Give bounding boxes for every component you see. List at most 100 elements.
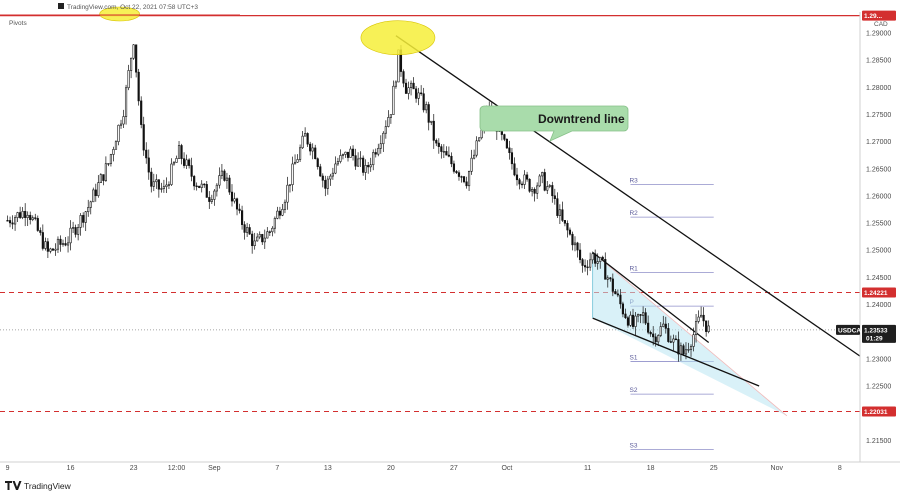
x-tick-label: 13	[324, 465, 332, 472]
candle-bull	[311, 147, 314, 152]
candle-bear	[268, 231, 271, 233]
high-highlight-ellipse-2	[360, 20, 436, 56]
candle-bear	[74, 227, 77, 235]
current-price-tag	[862, 324, 896, 343]
candle-bull	[167, 184, 171, 186]
candle-bear	[594, 253, 597, 264]
candle-bull	[299, 147, 302, 160]
candle-bull	[596, 261, 599, 264]
pivot-label-s1: S1	[629, 355, 637, 362]
candle-bear	[440, 146, 443, 152]
candle-bull	[541, 172, 544, 177]
candle-bear	[319, 166, 322, 177]
candle-bull	[288, 184, 292, 186]
x-axis[interactable]: 9 16 23 12:00 Sep 7 13 20 27 Oct 11 18 25 Nov 8	[6, 465, 842, 472]
x-tick-label: Sep	[208, 465, 221, 472]
candle-bear	[145, 149, 148, 159]
candle-bull	[430, 120, 433, 123]
candle-bull	[170, 163, 173, 185]
candle-bull	[293, 161, 297, 165]
candle-bear	[135, 44, 138, 73]
candle-bear	[619, 294, 622, 305]
candle-bear	[465, 181, 468, 187]
candle-bear	[195, 185, 198, 188]
candle-bull	[326, 178, 329, 189]
x-tick-label: 20	[387, 465, 395, 472]
candle-bull	[425, 104, 428, 111]
candle-bear	[437, 142, 440, 147]
candle-bull	[152, 181, 155, 187]
candle-bear	[346, 151, 350, 158]
candle-bear	[447, 154, 450, 157]
candle-bear	[460, 176, 463, 178]
candle-bull	[379, 143, 382, 149]
candle-bear	[11, 222, 14, 225]
candle-bull	[642, 312, 645, 316]
candle-bull	[220, 170, 223, 176]
candle-bull	[377, 147, 380, 155]
candle-bull	[369, 164, 372, 168]
candle-bear	[669, 341, 672, 343]
y-tick-label: 1.26500	[866, 166, 891, 173]
candle-bull	[130, 57, 133, 71]
candle-bull	[233, 198, 236, 202]
candle-bear	[445, 151, 448, 156]
candle-bull	[357, 158, 360, 167]
candle-bull	[215, 184, 218, 192]
candle-bear	[240, 210, 244, 225]
candle-bull	[662, 323, 665, 327]
candle-bear	[351, 148, 355, 156]
pivot-label-s3: S3	[629, 443, 637, 450]
candle-bear	[616, 293, 619, 296]
candle-bull	[256, 236, 259, 242]
candle-bear	[150, 171, 153, 187]
candle-bear	[140, 100, 143, 125]
candle-bear	[644, 312, 647, 324]
y-tick-label: 1.28500	[866, 58, 891, 65]
candle-bear	[41, 232, 44, 249]
candle-bear	[508, 147, 511, 153]
candle-bull	[546, 186, 549, 191]
candle-bear	[208, 197, 211, 202]
level-price-tag-text: 1.29...	[864, 13, 882, 20]
footer-logo[interactable]: TradingView	[5, 481, 72, 491]
candle-bull	[341, 154, 345, 156]
candle-bear	[561, 209, 564, 221]
candle-bull	[389, 114, 392, 118]
footer-logo-text: TradingView	[24, 481, 72, 491]
candle-bull	[364, 165, 367, 173]
candle-bear	[420, 92, 423, 95]
trend-layer	[395, 35, 861, 357]
candle-bear	[525, 174, 529, 180]
high-highlight-ellipse-1	[99, 6, 140, 22]
candle-bear	[586, 266, 589, 269]
level-layer	[0, 15, 860, 412]
candle-bull	[16, 212, 19, 218]
source-text: TradingView.com, Oct 22, 2021 07:58 UTC+…	[67, 4, 198, 11]
x-tick-label: 12:00	[168, 465, 186, 472]
tradingview-logo-icon	[5, 481, 22, 490]
candle-bull	[117, 124, 120, 143]
candle-bear	[354, 155, 357, 167]
y-tick-label: 1.26000	[866, 193, 891, 200]
candle-bear	[702, 314, 705, 322]
y-tick-label: 1.27500	[866, 112, 891, 119]
candle-bear	[647, 322, 650, 333]
candle-bull	[467, 171, 471, 187]
candle-bull	[372, 152, 375, 166]
candle-bear	[677, 339, 680, 355]
candle-bull	[200, 183, 203, 188]
candle-bull	[21, 210, 24, 218]
candle-bear	[503, 134, 506, 140]
candle-bear	[566, 222, 569, 231]
x-tick-label: 7	[275, 465, 279, 472]
candle-bear	[314, 147, 317, 160]
downtrend-line[interactable]	[395, 35, 861, 357]
candle-bear	[82, 215, 85, 223]
candle-bear	[251, 233, 254, 247]
candle-bear	[667, 328, 670, 342]
candle-bear	[543, 172, 546, 191]
candle-bull	[636, 314, 640, 317]
